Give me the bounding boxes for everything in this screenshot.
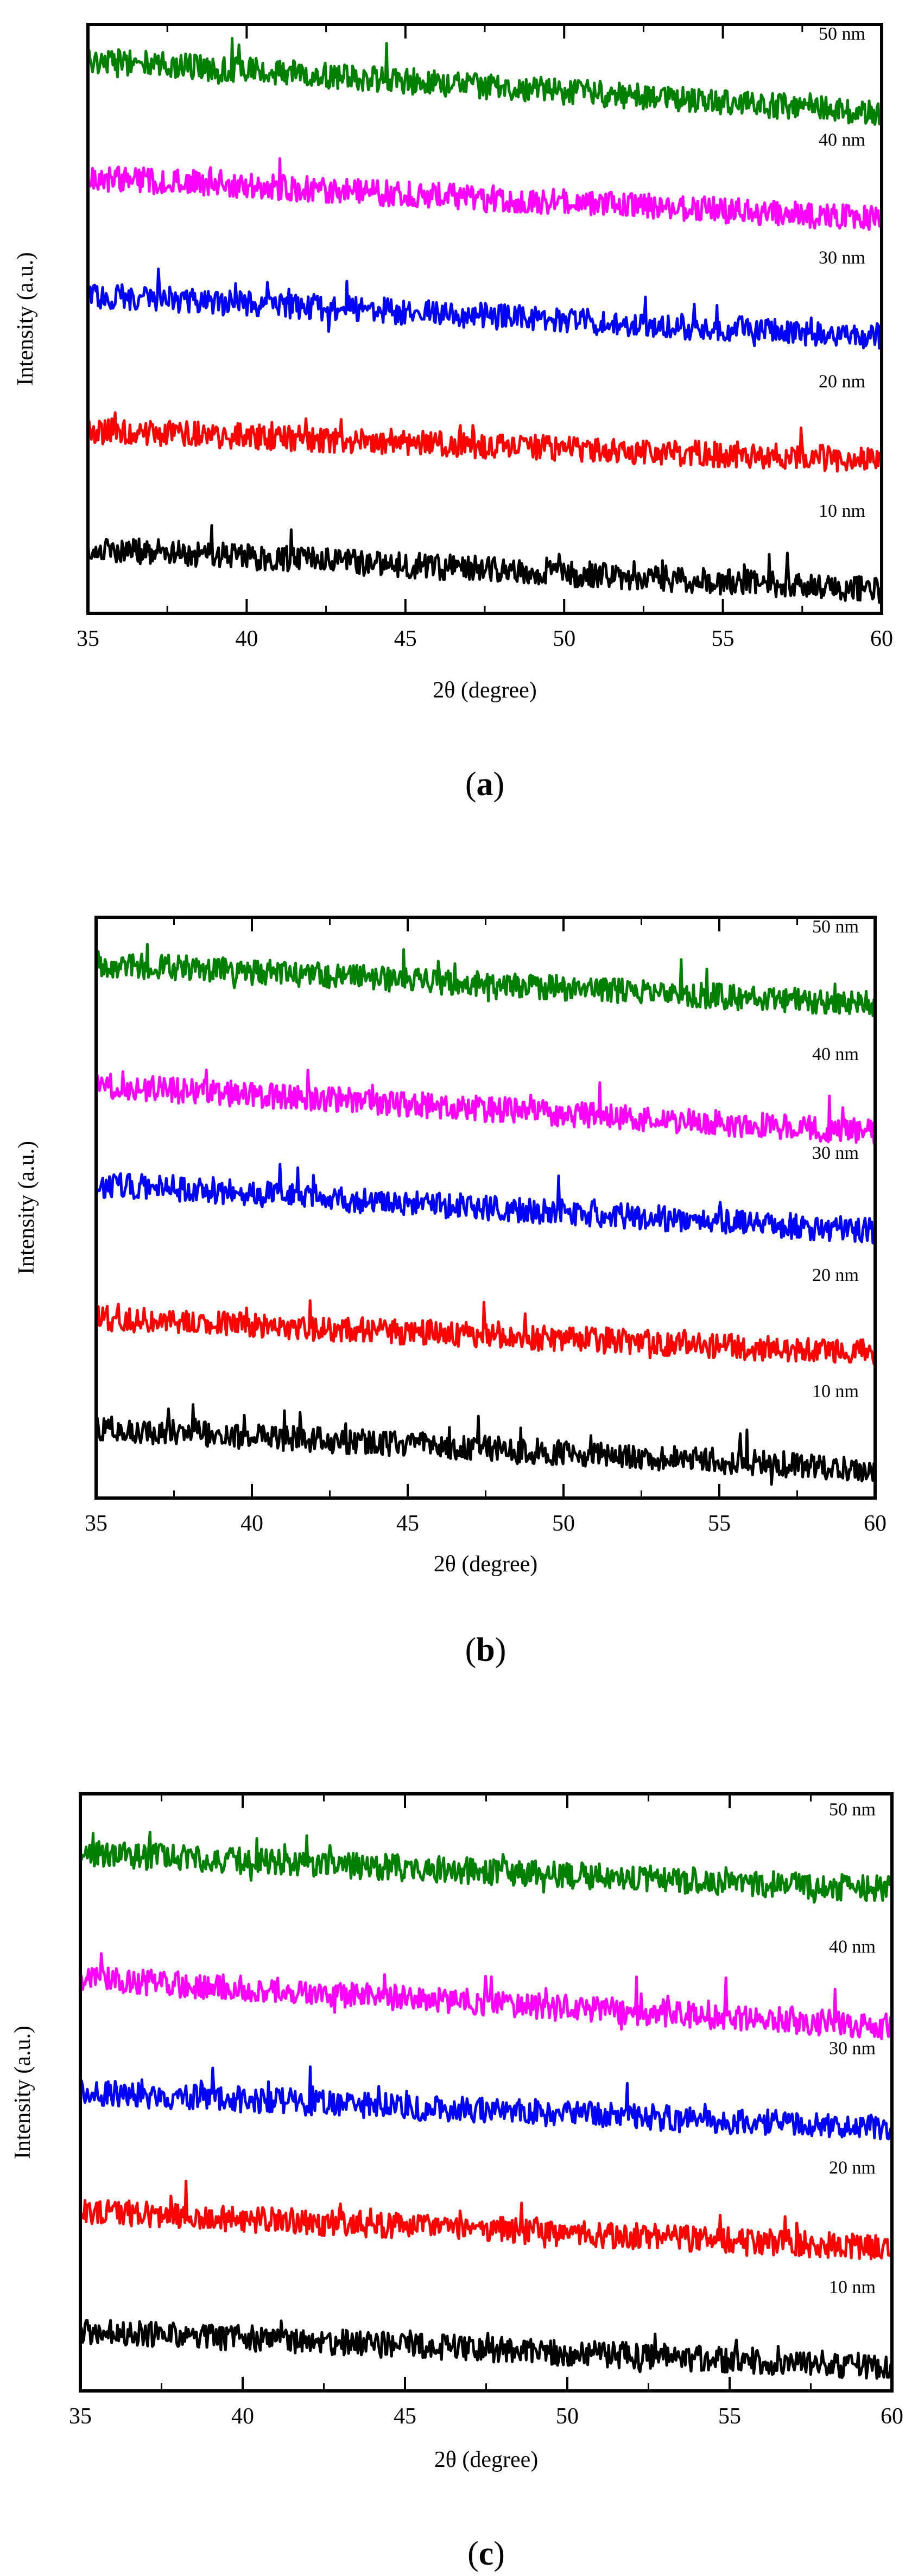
series-label: 10 nm: [812, 1381, 859, 1401]
x-tick-label: 35: [77, 626, 99, 651]
series-label: 50 nm: [829, 1800, 876, 1820]
series-line-20-nm: [86, 411, 883, 473]
x-tick-label: 50: [556, 2404, 579, 2429]
series-label: 40 nm: [812, 1044, 859, 1064]
y-axis-label: Intensity (a.u.): [10, 2026, 35, 2159]
x-tick-label: 35: [85, 1511, 107, 1536]
x-tick-label: 50: [553, 626, 575, 651]
series-label: 30 nm: [812, 1143, 859, 1163]
series-line-20-nm: [79, 2179, 894, 2261]
series-line-10-nm: [94, 1403, 876, 1486]
x-tick-label: 55: [708, 1511, 731, 1536]
series-line-40-nm: [94, 1068, 877, 1145]
x-tick-label: 60: [864, 1511, 887, 1536]
series-line-30-nm: [94, 1163, 877, 1245]
y-axis-label: Intensity (a.u.): [13, 252, 38, 385]
panel-caption: (c): [467, 2535, 505, 2572]
x-tick-label: 35: [69, 2404, 92, 2429]
y-axis-label: Intensity (a.u.): [14, 1141, 39, 1274]
series-label: 50 nm: [812, 917, 859, 937]
x-tick-label: 55: [712, 626, 735, 651]
x-axis-label: 2θ (degree): [434, 1552, 538, 1577]
series-label: 10 nm: [829, 2277, 876, 2298]
series-label: 20 nm: [819, 371, 865, 391]
series-label: 30 nm: [829, 2039, 876, 2059]
series-line-10-nm: [79, 2319, 894, 2380]
x-tick-label: 50: [552, 1511, 575, 1536]
series-label: 50 nm: [819, 24, 865, 44]
x-tick-label: 40: [240, 1511, 263, 1536]
x-tick-label: 60: [870, 626, 893, 651]
x-tick-label: 40: [235, 626, 258, 651]
x-tick-label: 40: [231, 2404, 254, 2429]
series-line-40-nm: [86, 157, 883, 231]
series-label: 30 nm: [819, 248, 865, 268]
x-axis-label: 2θ (degree): [434, 2447, 539, 2472]
series-label: 10 nm: [819, 501, 865, 521]
series-line-50-nm: [94, 943, 877, 1017]
series-label: 40 nm: [819, 130, 865, 150]
series-line-30-nm: [86, 267, 883, 350]
panel-caption: (b): [465, 1632, 507, 1668]
series-line-50-nm: [79, 1831, 894, 1904]
series-line-10-nm: [86, 524, 883, 604]
x-tick-label: 60: [881, 2404, 903, 2429]
series-line-30-nm: [79, 2065, 894, 2141]
x-tick-label: 45: [394, 626, 417, 651]
series-line-20-nm: [94, 1299, 877, 1366]
chart-panel-b: 50 nm 40 nm 30 nm 20 nm 10 nm 35 40 45 50 55 60 2θ …: [14, 916, 887, 1668]
x-tick-label: 55: [718, 2404, 741, 2429]
series-line-40-nm: [79, 1952, 894, 2040]
x-tick-label: 45: [396, 1511, 419, 1536]
series-label: 20 nm: [812, 1265, 859, 1285]
chart-panel-c: 50 nm 40 nm 30 nm 20 nm 10 nm 35 40 45 50 55 60 2θ …: [10, 1792, 903, 2572]
series-label: 20 nm: [829, 2158, 876, 2178]
panel-caption: (a): [465, 766, 504, 803]
x-axis-label: 2θ (degree): [433, 678, 537, 703]
series-line-50-nm: [86, 37, 883, 126]
x-tick-label: 45: [394, 2404, 416, 2429]
series-label: 40 nm: [829, 1937, 876, 1957]
chart-panel-a: 50 nm 40 nm 30 nm 20 nm 10 nm 35 40 45 50 55 60 2θ …: [13, 23, 893, 803]
